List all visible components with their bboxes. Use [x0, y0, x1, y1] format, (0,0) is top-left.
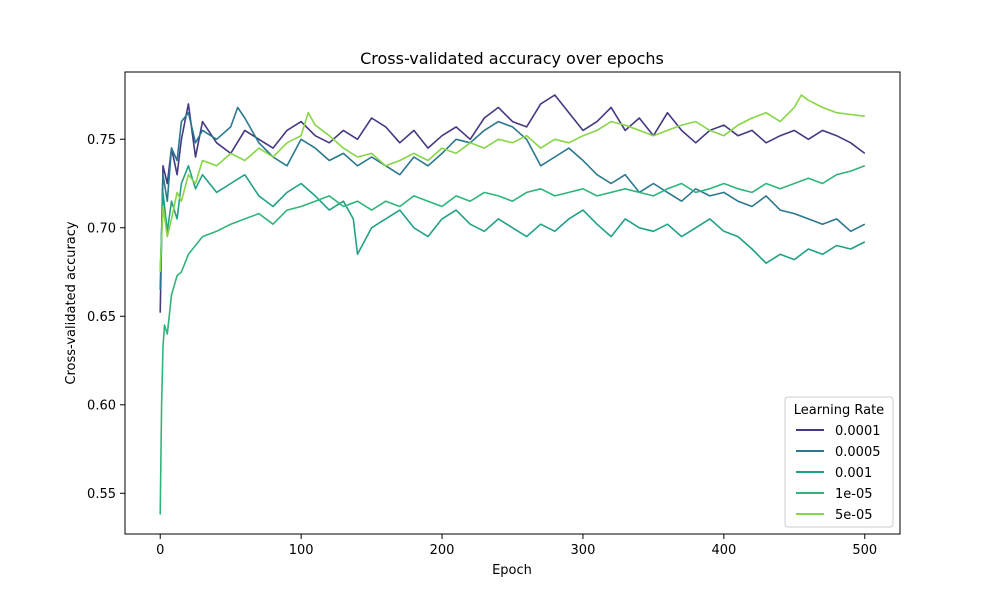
y-tick-label-1: 0.60: [87, 398, 116, 413]
y-axis-ticks: 0.55 0.60 0.65 0.70 0.75: [87, 133, 125, 502]
chart-title: Cross-validated accuracy over epochs: [360, 49, 664, 68]
y-tick-label-4: 0.75: [87, 133, 116, 148]
x-axis-ticks: 0 100 200 300 400 500: [156, 534, 877, 558]
x-axis-label: Epoch: [492, 563, 532, 578]
y-tick-label-3: 0.70: [87, 221, 116, 236]
series-line-1e-05: [159, 165, 866, 515]
legend: Learning Rate 0.0001 0.0005 0.001 1e-05 5e-0…: [784, 396, 894, 528]
legend-label-0.0005: 0.0005: [835, 445, 881, 460]
y-axis-label: Cross-validated accuracy: [64, 221, 79, 385]
x-tick-label-3: 300: [571, 543, 596, 558]
legend-items: 0.0001 0.0005 0.001 1e-05 5e-05: [796, 424, 881, 523]
legend-label-5e-05: 5e-05: [835, 508, 873, 523]
legend-label-1e-05: 1e-05: [835, 487, 873, 502]
series-layer: [159, 94, 866, 515]
legend-label-0.001: 0.001: [835, 466, 872, 481]
x-tick-label-2: 200: [430, 543, 455, 558]
legend-title: Learning Rate: [794, 403, 884, 418]
y-tick-label-2: 0.65: [87, 310, 116, 325]
x-tick-label-0: 0: [156, 543, 164, 558]
x-tick-label-4: 400: [711, 543, 736, 558]
plot-frame: [124, 71, 901, 535]
series-line-5e-05: [159, 94, 865, 273]
series-line-0.001: [159, 165, 866, 273]
legend-label-0.0001: 0.0001: [835, 424, 881, 439]
x-tick-label-1: 100: [289, 543, 314, 558]
series-line-0.0001: [159, 94, 866, 313]
x-tick-label-5: 500: [852, 543, 877, 558]
y-tick-label-0: 0.55: [87, 487, 116, 502]
series-line-0.0005: [159, 106, 866, 290]
